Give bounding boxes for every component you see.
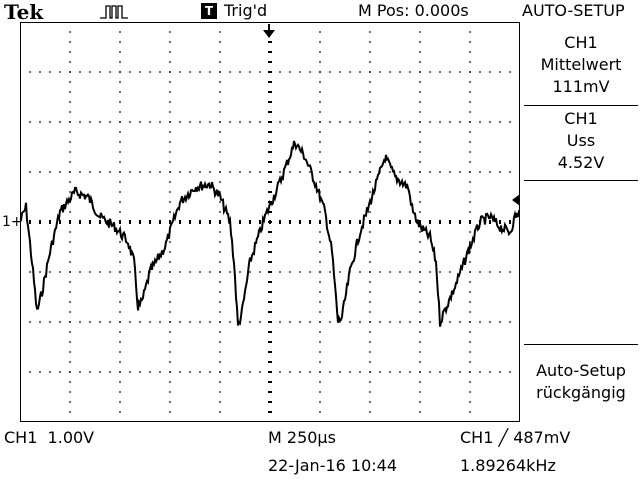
menu-item-mean-label: Mittelwert	[540, 55, 622, 74]
pulse-run-icon	[100, 5, 128, 19]
menu-item-pk-pk-value: 4.52V	[557, 153, 605, 172]
bottom-status-bar: CH1 1.00V M 250µs 22-Jan-16 10:44 CH1 ╱ …	[0, 424, 640, 480]
menu-item-mean-value: 111mV	[552, 77, 610, 96]
menu-item-undo-line1: Auto-Setup	[536, 361, 626, 380]
trigger-readout: CH1 ╱ 487mV	[460, 428, 571, 447]
menu-separator	[524, 344, 638, 345]
trigger-level-icon	[512, 194, 520, 206]
trigger-position-icon	[263, 30, 275, 38]
timebase: M 250µs	[268, 428, 336, 447]
ch1-waveform	[20, 140, 520, 327]
side-menu: CH1 Mittelwert 111mV CH1 Uss 4.52V Auto-…	[524, 22, 640, 418]
top-status-bar: Tek T Trig'd M Pos: 0.000s AUTO-SETUP	[0, 0, 640, 24]
trigger-position-icon-stem	[268, 24, 270, 30]
frequency-readout: 1.89264kHz	[460, 456, 556, 475]
trigger-status-icon: T	[201, 3, 217, 19]
channel-ground-marker: 1+	[2, 214, 23, 230]
scope-graticule	[20, 22, 520, 422]
brand-logo: Tek	[4, 0, 44, 24]
date-time: 22-Jan-16 10:44	[268, 456, 398, 475]
horizontal-position: M Pos: 0.000s	[358, 1, 469, 20]
menu-item-undo-line2: rückgängig	[536, 383, 626, 402]
menu-item-mean[interactable]: CH1 Mittelwert 111mV	[524, 32, 638, 98]
menu-title: AUTO-SETUP	[522, 1, 625, 20]
menu-item-pk-pk-label: Uss	[566, 131, 596, 150]
menu-item-undo-autosetup[interactable]: Auto-Setup rückgängig	[524, 360, 638, 404]
menu-item-pk-pk-channel: CH1	[564, 109, 598, 128]
menu-separator	[524, 180, 638, 181]
trigger-status: Trig'd	[224, 1, 268, 20]
grid-dots	[29, 31, 511, 413]
menu-separator	[524, 105, 638, 106]
ch1-scale: CH1 1.00V	[4, 428, 95, 447]
menu-item-pk-pk[interactable]: CH1 Uss 4.52V	[524, 108, 638, 174]
menu-item-mean-channel: CH1	[564, 33, 598, 52]
